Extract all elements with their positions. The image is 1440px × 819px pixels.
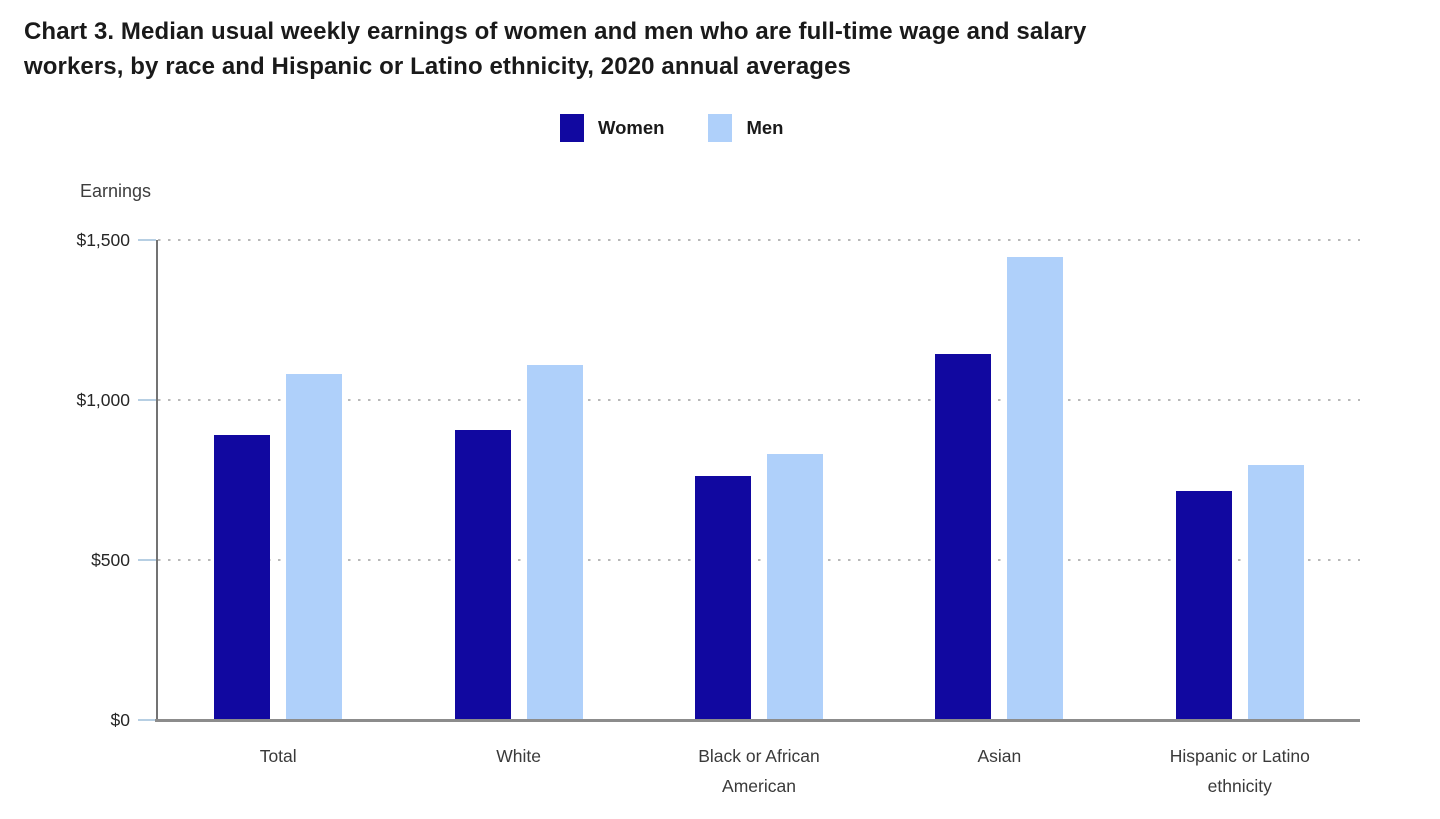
y-tick-label-500: $500 — [91, 550, 130, 570]
bar-men-asian — [1007, 256, 1064, 720]
x-category-label-text: Total — [259, 746, 297, 766]
x-category-label-total: Total — [158, 741, 398, 771]
bar-women-hispanic-or-latino-ethnicity — [1175, 490, 1232, 720]
legend-item-men: Men — [708, 114, 783, 142]
y-tick-mark-500 — [138, 559, 156, 561]
bar-women-white — [454, 430, 511, 720]
y-tick-mark-1500 — [138, 239, 156, 241]
bar-men-hispanic-or-latino-ethnicity — [1247, 464, 1304, 720]
bar-group-asian — [879, 256, 1119, 720]
bar-men-white — [526, 364, 583, 720]
x-category-label-black-or-african-american: Black or African American — [639, 741, 879, 801]
bar-men-total — [286, 373, 343, 720]
chart-title-line1: Chart 3. Median usual weekly earnings of… — [24, 18, 1087, 45]
bar-group-hispanic-or-latino-ethnicity — [1120, 464, 1360, 720]
bar-women-total — [214, 434, 271, 720]
gridline-1000 — [158, 399, 1360, 401]
x-axis-category-labels: Total White Black or African American Asian… — [0, 741, 1440, 811]
y-tick-label-1000: $1,000 — [76, 390, 130, 410]
chart-title: Chart 3. Median usual weekly earnings of… — [24, 14, 1086, 84]
legend: Women Men — [560, 114, 783, 142]
x-category-label-asian: Asian — [879, 741, 1119, 771]
y-tick-mark-0 — [138, 719, 156, 721]
bar-men-black-or-african-american — [766, 454, 823, 720]
x-category-label-text: Hispanic or Latino ethnicity — [1169, 746, 1310, 796]
x-axis-baseline — [155, 719, 1360, 722]
x-category-label-text: Asian — [977, 746, 1022, 766]
y-axis-line — [156, 240, 158, 720]
bar-group-white — [398, 364, 638, 720]
bar-women-asian — [935, 354, 992, 720]
women-legend-swatch — [560, 114, 584, 142]
x-category-label-text: White — [496, 746, 541, 766]
legend-label-men: Men — [746, 117, 784, 138]
x-category-label-hispanic-or-latino-ethnicity: Hispanic or Latino ethnicity — [1120, 741, 1360, 801]
bar-group-total — [158, 373, 398, 720]
x-category-label-white: White — [398, 741, 638, 771]
y-tick-label-1500: $1,500 — [76, 230, 130, 250]
y-tick-label-0: $0 — [110, 710, 130, 730]
x-category-label-text: Black or African American — [698, 746, 820, 796]
bar-women-black-or-african-american — [694, 475, 751, 720]
legend-label-women: Women — [598, 117, 665, 138]
chart-title-line2: workers, by race and Hispanic or Latino … — [24, 53, 851, 80]
legend-item-women: Women — [560, 114, 664, 142]
bar-group-black-or-african-american — [639, 454, 879, 720]
y-tick-mark-1000 — [138, 399, 156, 401]
plot-area — [158, 239, 1360, 720]
y-axis-title: Earnings — [80, 181, 152, 201]
gridline-1500 — [158, 239, 1360, 241]
men-legend-swatch — [708, 114, 733, 142]
gridline-500 — [158, 559, 1360, 561]
